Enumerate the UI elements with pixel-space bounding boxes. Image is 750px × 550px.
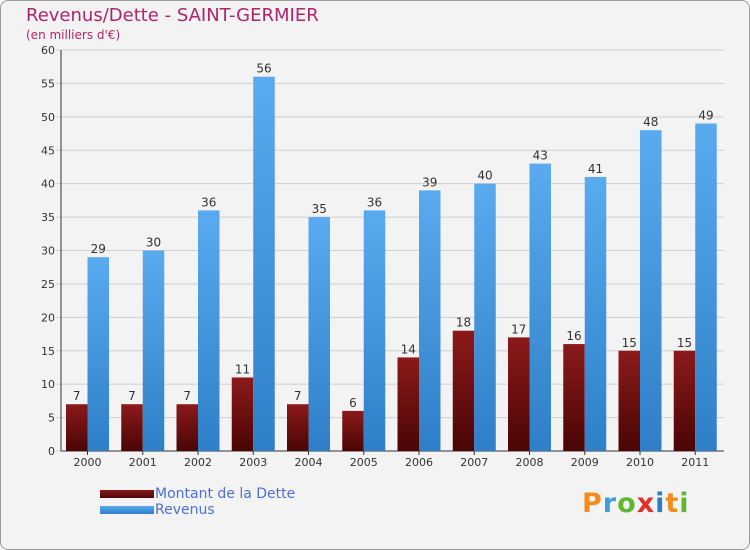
- bar-revenus-2008: [529, 163, 551, 451]
- data-label-revenus-2003: 56: [256, 62, 271, 76]
- bar-revenus-2006: [419, 190, 441, 451]
- data-label-debt-2008: 17: [511, 322, 526, 336]
- y-tick-label-10: 10: [41, 378, 55, 391]
- bar-revenus-2009: [584, 176, 607, 451]
- legend-swatch-debt: [100, 490, 154, 498]
- x-tick-label-2002: 2002: [184, 456, 212, 469]
- y-tick-label-30: 30: [41, 245, 55, 258]
- chart-subtitle: (en milliers d'€): [26, 28, 121, 42]
- y-tick-label-25: 25: [41, 278, 55, 291]
- legend-label-revenus: Revenus: [155, 502, 215, 518]
- data-label-revenus-2008: 43: [533, 149, 548, 163]
- bar-revenus-2007: [474, 183, 496, 451]
- legend-swatch-revenus: [100, 506, 154, 514]
- data-label-debt-2009: 16: [566, 329, 581, 343]
- bar-debt-2010: [618, 350, 640, 451]
- x-tick-label-2005: 2005: [350, 456, 378, 469]
- bar-revenus-2003: [253, 76, 275, 451]
- bar-debt-2002: [176, 404, 198, 451]
- data-label-revenus-2000: 29: [91, 242, 106, 256]
- y-tick-label-20: 20: [41, 311, 55, 324]
- logo-letter: t: [665, 488, 680, 519]
- x-tick-label-2001: 2001: [129, 456, 157, 469]
- data-label-debt-2004: 7: [294, 389, 302, 403]
- bar-debt-2000: [66, 404, 88, 451]
- y-tick-label-0: 0: [48, 445, 55, 458]
- y-tick-label-45: 45: [41, 144, 55, 157]
- data-label-revenus-2005: 36: [367, 195, 382, 209]
- y-tick-label-35: 35: [41, 211, 55, 224]
- logo-letter: P: [582, 488, 603, 519]
- x-tick-label-2003: 2003: [239, 456, 267, 469]
- bar-debt-2008: [508, 337, 530, 451]
- x-tick-label-2010: 2010: [626, 456, 654, 469]
- data-label-debt-2005: 6: [349, 396, 357, 410]
- data-label-revenus-2009: 41: [588, 162, 603, 176]
- legend-label-debt: Montant de la Dette: [155, 486, 296, 502]
- logo-letter: i: [655, 488, 666, 519]
- bar-revenus-2010: [640, 130, 662, 451]
- y-tick-label-40: 40: [41, 178, 55, 191]
- x-tick-label-2000: 2000: [74, 456, 102, 469]
- data-label-revenus-2004: 35: [312, 202, 327, 216]
- x-tick-label-2009: 2009: [571, 456, 599, 469]
- bar-revenus-2004: [308, 217, 330, 451]
- data-label-debt-2011: 15: [677, 336, 692, 350]
- bar-revenus-2005: [363, 210, 386, 451]
- data-label-debt-2002: 7: [183, 389, 191, 403]
- bar-debt-2011: [673, 350, 696, 451]
- chart-title: Revenus/Dette - SAINT-GERMIER: [26, 5, 319, 26]
- data-label-debt-2001: 7: [128, 389, 136, 403]
- data-label-revenus-2006: 39: [422, 175, 437, 189]
- x-tick-label-2011: 2011: [681, 456, 709, 469]
- logo-letter: o: [617, 488, 637, 519]
- bar-debt-2009: [563, 344, 585, 451]
- data-label-revenus-2007: 40: [477, 169, 492, 183]
- y-tick-label-60: 60: [41, 44, 55, 57]
- data-label-debt-2003: 11: [235, 362, 250, 376]
- bar-debt-2004: [287, 404, 309, 451]
- logo-letter: i: [679, 488, 690, 519]
- bar-revenus-2002: [198, 210, 220, 451]
- y-tick-label-50: 50: [41, 111, 55, 124]
- data-label-debt-2006: 14: [401, 342, 416, 356]
- x-tick-label-2008: 2008: [516, 456, 544, 469]
- bar-debt-2001: [121, 404, 143, 451]
- x-tick-label-2006: 2006: [405, 456, 433, 469]
- bar-debt-2003: [231, 377, 254, 451]
- bar-debt-2007: [452, 330, 475, 451]
- x-tick-label-2007: 2007: [460, 456, 488, 469]
- logo-letter: r: [602, 488, 618, 519]
- y-tick-label-15: 15: [41, 345, 55, 358]
- data-label-revenus-2002: 36: [201, 195, 216, 209]
- bar-revenus-2011: [695, 123, 717, 452]
- data-label-revenus-2001: 30: [146, 236, 161, 250]
- y-tick-label-5: 5: [48, 412, 55, 425]
- proxiti-logo: Proxiti: [582, 488, 690, 519]
- bar-debt-2005: [342, 410, 364, 451]
- x-tick-label-2004: 2004: [295, 456, 323, 469]
- data-label-debt-2007: 18: [456, 316, 471, 330]
- data-label-revenus-2011: 49: [698, 109, 713, 123]
- bar-revenus-2000: [87, 257, 109, 451]
- data-label-debt-2010: 15: [622, 336, 637, 350]
- data-label-debt-2000: 7: [73, 389, 81, 403]
- y-tick-label-55: 55: [41, 77, 55, 90]
- data-label-revenus-2010: 48: [643, 115, 658, 129]
- logo-letter: x: [636, 488, 656, 519]
- bar-debt-2006: [397, 357, 419, 451]
- bar-revenus-2001: [142, 250, 165, 451]
